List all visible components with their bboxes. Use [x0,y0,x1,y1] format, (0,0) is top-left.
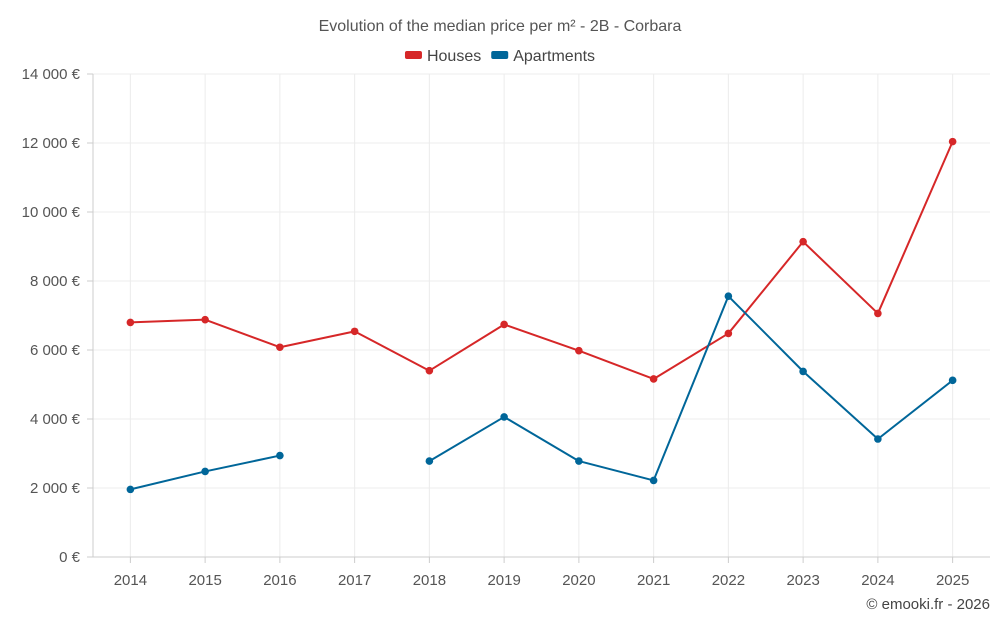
apartments-point [948,376,957,385]
y-tick-label: 12 000 € [22,135,81,152]
apartments-point [649,476,658,485]
grid [93,73,990,557]
apartments-point [201,467,209,476]
x-tick-label: 2020 [562,572,595,589]
houses-point [425,366,434,375]
houses-point [575,346,583,355]
x-tick-label: 2019 [487,572,520,589]
y-tick-label: 0 € [59,549,81,566]
apartments-point [425,457,434,465]
chart-title: Evolution of the median price per m² - 2… [319,18,682,35]
x-tick-label: 2023 [786,572,819,589]
x-tick-label: 2021 [637,572,670,589]
houses-legend-label: Houses [427,48,481,65]
houses-series [126,137,957,383]
legend: Houses Apartments [404,48,595,65]
houses-point [500,320,508,329]
apartments-point [575,457,583,465]
x-tick-label: 2017 [338,572,371,589]
houses-point [126,318,135,327]
houses-point [350,327,359,336]
y-tick-label: 8 000 € [30,273,81,290]
series-layer [126,137,957,494]
houses-point [201,315,209,324]
x-tick-label: 2025 [936,572,969,589]
houses-point [874,309,882,318]
apartments-point [874,435,882,443]
y-tick-label: 4 000 € [30,411,81,428]
x-tick-label: 2015 [188,572,221,589]
y-tick-label: 6 000 € [30,342,81,359]
houses-point [276,343,284,352]
apartments-line [428,295,954,482]
apartments-point [500,413,508,421]
y-tick-label: 2 000 € [30,480,81,497]
houses-point [948,137,957,146]
houses-line [129,140,954,380]
houses-point [649,375,658,383]
houses-point [724,329,733,338]
apartments-point [276,451,284,460]
y-tick-label: 10 000 € [22,204,81,221]
y-tick-label: 14 000 € [22,66,81,83]
x-tick-label: 2014 [114,572,147,589]
x-tick-label: 2024 [861,572,894,589]
axes: 0 € 2 000 € 4 000 € 6 000 € 8 000 € 10 000 € 1… [22,66,990,589]
credit-text: © emooki.fr - 2026 [866,596,990,613]
apartments-legend-label: Apartments [513,48,595,65]
apartments-point [724,292,733,300]
apartments-legend-swatch [491,51,509,59]
x-tick-label: 2018 [413,572,446,589]
apartments-point [126,485,135,494]
apartments-series [126,292,957,494]
houses-point [799,237,807,246]
houses-legend-swatch [404,51,422,59]
x-tick-label: 2022 [712,572,745,589]
x-tick-label: 2016 [263,572,296,589]
apartments-point [799,367,807,376]
